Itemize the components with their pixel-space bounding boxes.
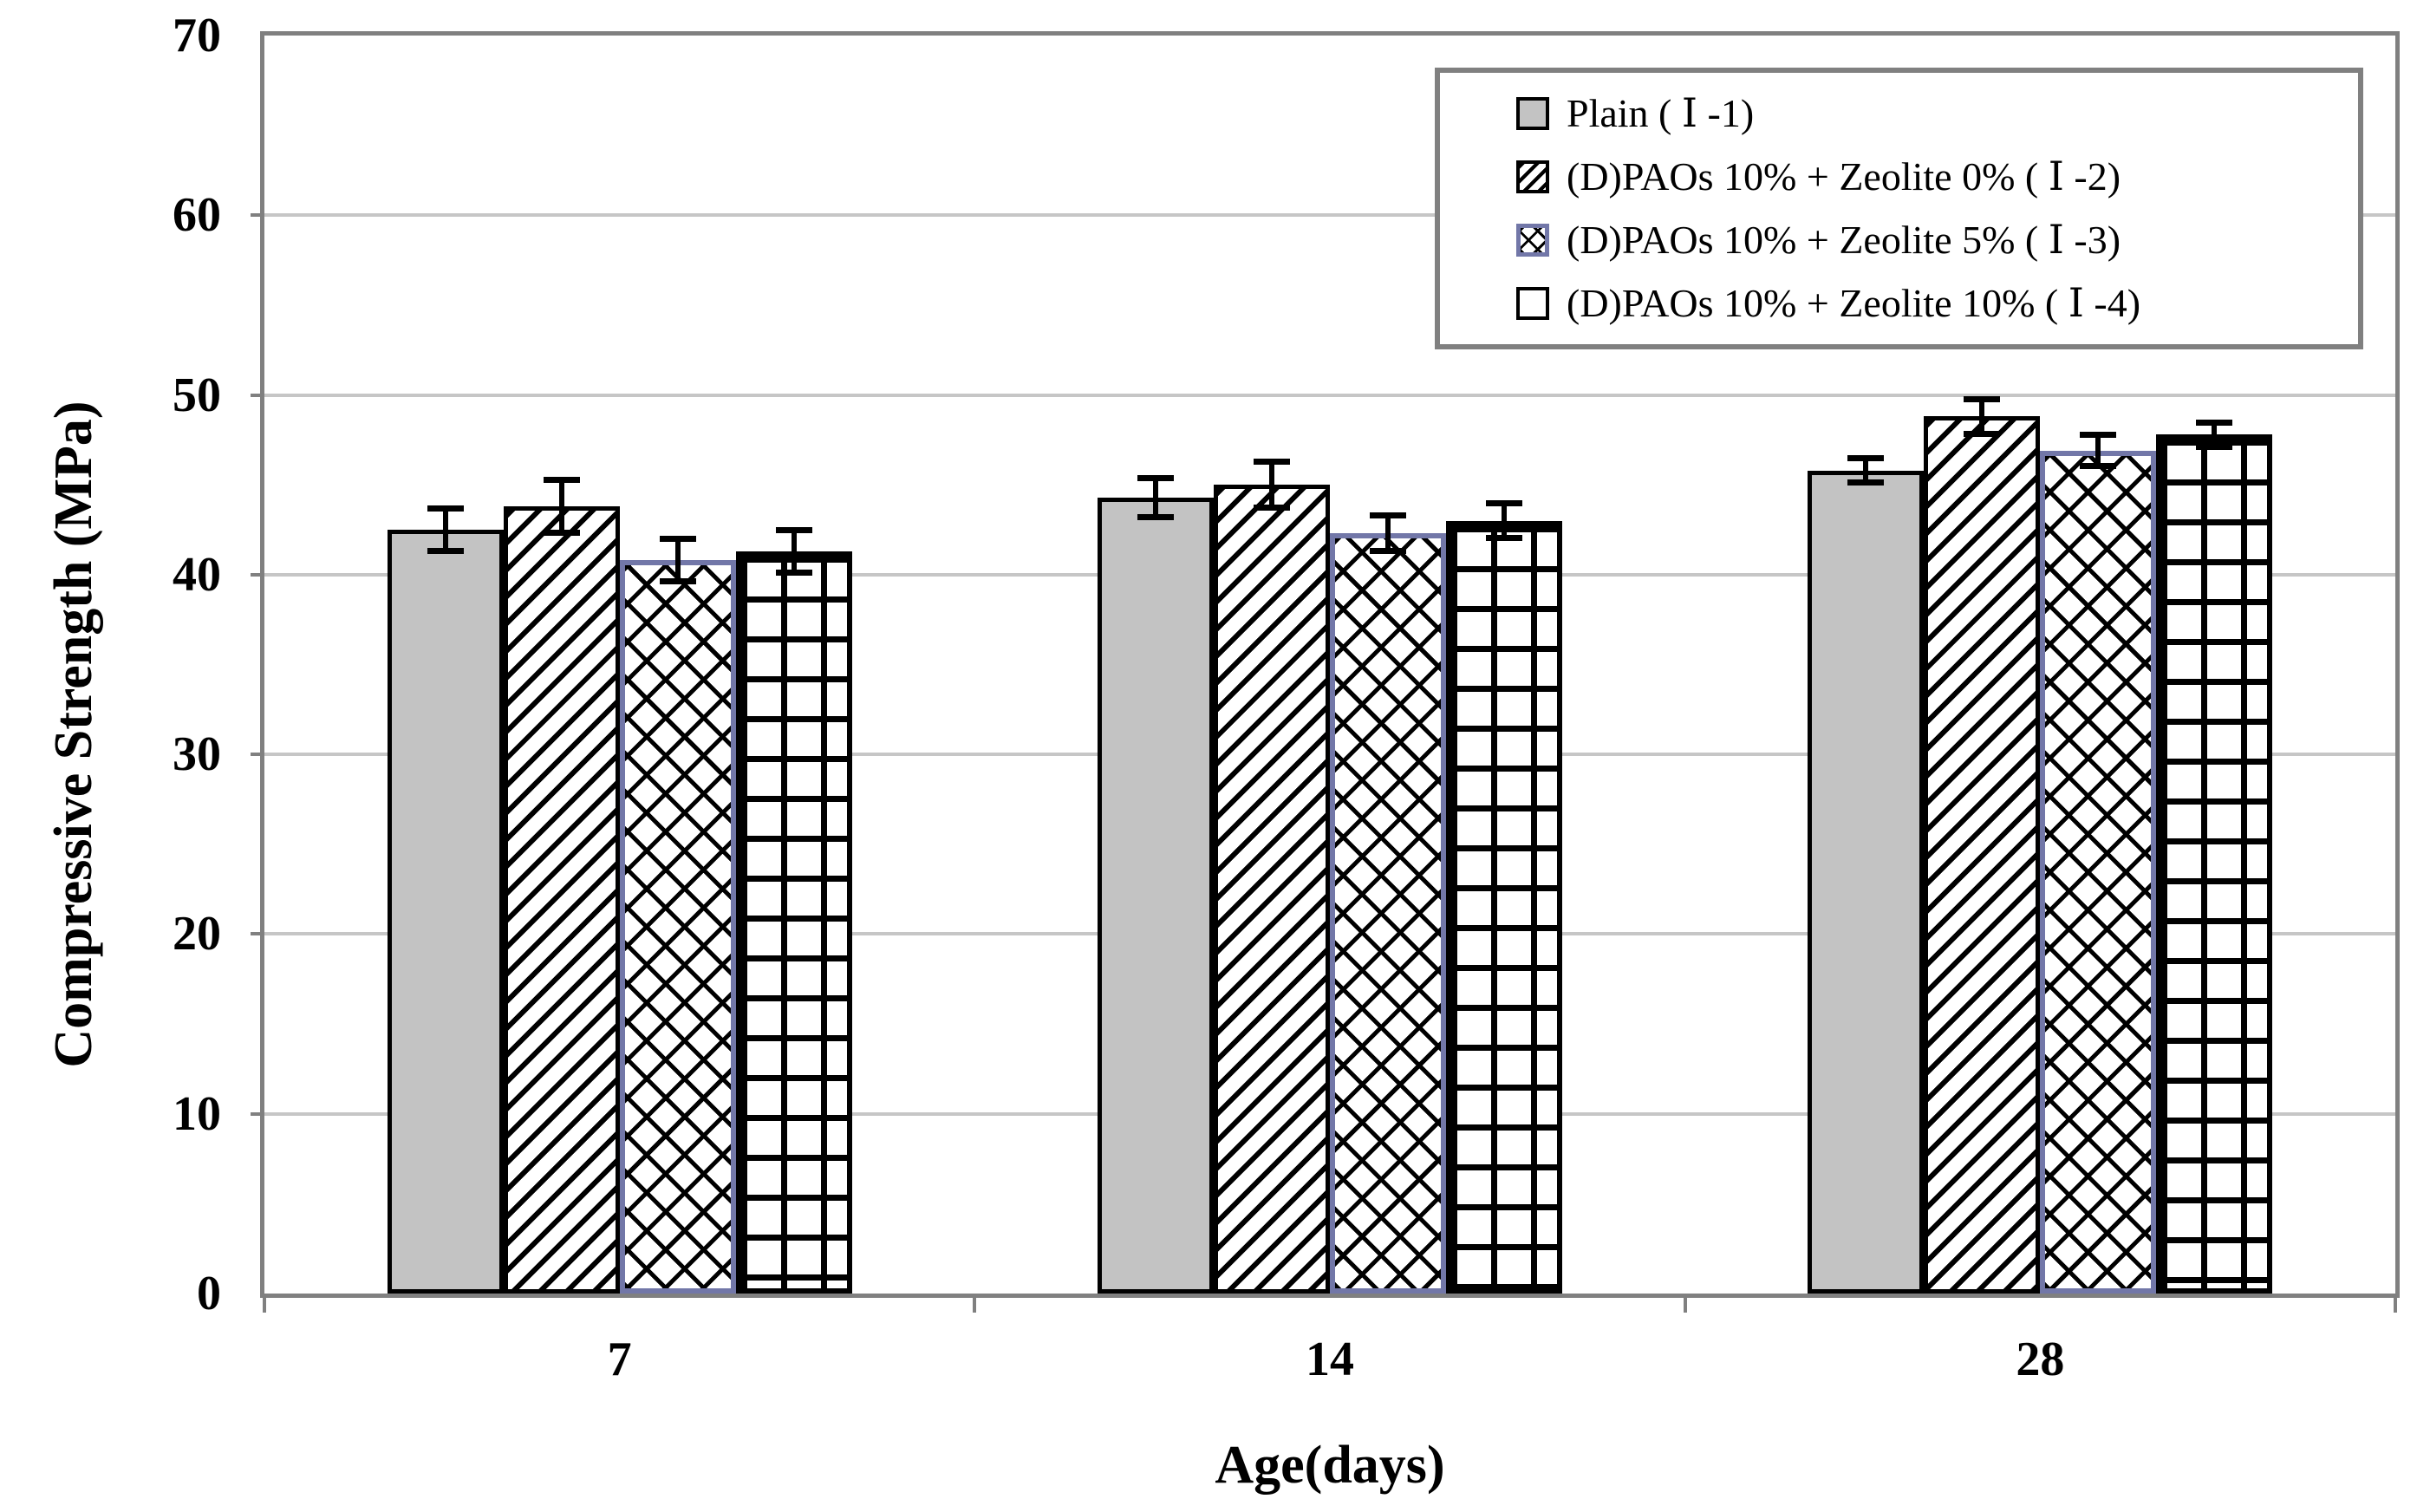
legend: Plain ( Ⅰ -1) (D)PAOs 10% + Zeolite 0% (… xyxy=(1435,68,2363,349)
y-tick-label-20: 20 xyxy=(173,907,221,961)
bar-series1-age14 xyxy=(1098,497,1214,1294)
error-bar-stem-s2-age7 xyxy=(558,479,564,534)
error-bar-cap-top-s4-age14 xyxy=(1486,499,1522,506)
error-bar-cap-bottom-s3-age14 xyxy=(1370,547,1406,554)
bar-series2-age14 xyxy=(1214,485,1330,1294)
error-bar-cap-bottom-s2-age14 xyxy=(1254,505,1290,512)
error-bar-cap-top-s4-age28 xyxy=(2196,419,2233,426)
x-axis-title: Age(days) xyxy=(1215,1436,1445,1495)
y-tick-mark-50 xyxy=(251,393,263,397)
error-bar-cap-top-s4-age7 xyxy=(775,527,812,534)
y-tick-label-10: 10 xyxy=(173,1086,221,1141)
bar-series2-age28 xyxy=(1924,416,2041,1294)
x-boundary-tick-1 xyxy=(973,1294,977,1313)
legend-item-zeolite5: (D)PAOs 10% + Zeolite 5% ( Ⅰ -3) xyxy=(1516,214,2358,266)
legend-label-zeolite0: (D)PAOs 10% + Zeolite 0% ( Ⅰ -2) xyxy=(1567,153,2121,199)
bar-series4-age7 xyxy=(735,551,852,1294)
bar-series3-age7 xyxy=(619,560,736,1294)
error-bar-stem-s1-age7 xyxy=(442,508,448,551)
legend-item-zeolite0: (D)PAOs 10% + Zeolite 0% ( Ⅰ -2) xyxy=(1516,151,2358,203)
x-tick-label-7: 7 xyxy=(607,1333,632,1386)
legend-marker-plain-icon xyxy=(1516,96,1549,130)
x-boundary-tick-0 xyxy=(263,1294,266,1313)
error-bar-cap-top-s2-age28 xyxy=(1964,395,2001,402)
error-bar-cap-top-s1-age28 xyxy=(1847,455,1885,462)
error-bar-cap-top-s3-age7 xyxy=(659,536,696,543)
x-boundary-tick-2 xyxy=(1683,1294,1687,1313)
error-bar-stem-s1-age14 xyxy=(1153,477,1158,518)
y-tick-mark-10 xyxy=(251,1111,263,1116)
legend-item-zeolite10: (D)PAOs 10% + Zeolite 10% ( Ⅰ -4) xyxy=(1516,277,2358,329)
error-bar-stem-s2-age28 xyxy=(1979,398,1985,435)
error-bar-cap-bottom-s3-age28 xyxy=(2080,463,2117,470)
error-bar-cap-top-s2-age14 xyxy=(1254,459,1290,466)
error-bar-cap-bottom-s3-age7 xyxy=(659,578,696,585)
legend-item-plain: Plain ( Ⅰ -1) xyxy=(1516,88,2358,140)
gridline-60 xyxy=(264,213,2395,218)
error-bar-cap-bottom-s2-age28 xyxy=(1964,431,2001,438)
x-boundary-tick-3 xyxy=(2394,1294,2397,1313)
y-tick-mark-60 xyxy=(251,213,263,218)
error-bar-cap-bottom-s1-age7 xyxy=(427,547,464,554)
y-tick-label-30: 30 xyxy=(173,727,221,782)
error-bar-stem-s4-age28 xyxy=(2212,421,2218,447)
bar-series4-age14 xyxy=(1446,520,1562,1294)
error-bar-stem-s2-age14 xyxy=(1269,461,1274,509)
error-bar-cap-top-s1-age7 xyxy=(427,505,464,512)
error-bar-cap-top-s3-age14 xyxy=(1370,512,1406,519)
y-tick-mark-30 xyxy=(251,753,263,757)
legend-marker-cross-hatch-icon xyxy=(1516,224,1549,257)
bar-series1-age28 xyxy=(1808,470,1925,1294)
y-tick-mark-40 xyxy=(251,572,263,577)
y-tick-label-70: 70 xyxy=(173,9,221,62)
y-tick-label-40: 40 xyxy=(173,547,221,602)
error-bar-cap-top-s1-age14 xyxy=(1137,474,1174,481)
y-tick-mark-20 xyxy=(251,932,263,936)
y-tick-label-50: 50 xyxy=(173,368,221,422)
legend-marker-diagonal-hatch-icon xyxy=(1516,160,1549,193)
y-tick-label-60: 60 xyxy=(173,188,221,243)
error-bar-cap-top-s3-age28 xyxy=(2080,432,2117,439)
y-tick-label-0: 0 xyxy=(197,1267,221,1320)
bar-series2-age7 xyxy=(503,506,620,1294)
bar-series3-age14 xyxy=(1330,533,1446,1294)
bar-series3-age28 xyxy=(2040,450,2157,1294)
error-bar-stem-s1-age28 xyxy=(1863,458,1869,484)
error-bar-cap-bottom-s4-age7 xyxy=(775,569,812,576)
error-bar-stem-s3-age7 xyxy=(674,538,681,583)
error-bar-stem-s4-age7 xyxy=(791,530,797,573)
error-bar-stem-s3-age14 xyxy=(1385,515,1391,551)
legend-label-zeolite5: (D)PAOs 10% + Zeolite 5% ( Ⅰ -3) xyxy=(1567,218,2121,263)
error-bar-cap-bottom-s4-age14 xyxy=(1486,535,1522,542)
error-bar-cap-bottom-s4-age28 xyxy=(2196,443,2233,450)
bar-series4-age28 xyxy=(2156,434,2273,1294)
gridline-50 xyxy=(264,393,2395,397)
error-bar-stem-s4-age14 xyxy=(1502,502,1507,539)
bar-series1-age7 xyxy=(387,530,504,1294)
legend-marker-grid-icon xyxy=(1516,287,1549,321)
error-bar-cap-bottom-s2-age7 xyxy=(543,530,580,537)
error-bar-cap-bottom-s1-age28 xyxy=(1847,479,1885,486)
legend-label-zeolite10: (D)PAOs 10% + Zeolite 10% ( Ⅰ -4) xyxy=(1567,281,2141,326)
error-bar-stem-s3-age28 xyxy=(2095,434,2101,467)
legend-label-plain: Plain ( Ⅰ -1) xyxy=(1567,90,1755,135)
x-tick-label-28: 28 xyxy=(2016,1333,2065,1386)
error-bar-cap-bottom-s1-age14 xyxy=(1137,513,1174,520)
x-tick-label-14: 14 xyxy=(1306,1333,1354,1386)
error-bar-cap-top-s2-age7 xyxy=(543,476,580,483)
